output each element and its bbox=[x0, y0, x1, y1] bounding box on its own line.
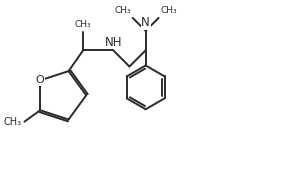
Text: NH: NH bbox=[104, 35, 122, 49]
Text: O: O bbox=[36, 75, 45, 85]
Text: CH₃: CH₃ bbox=[160, 6, 177, 15]
Text: CH₃: CH₃ bbox=[75, 20, 91, 29]
Text: CH₃: CH₃ bbox=[114, 6, 131, 15]
Text: CH₃: CH₃ bbox=[3, 117, 22, 127]
Text: N: N bbox=[141, 16, 150, 29]
